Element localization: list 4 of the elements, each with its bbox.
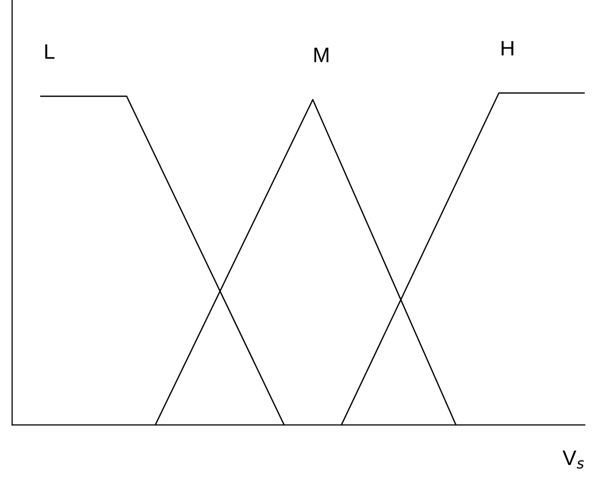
series-label: L <box>45 44 54 59</box>
x-axis-title: V$_{s}$ <box>562 450 584 469</box>
series-label: H <box>502 41 514 56</box>
series-label: M <box>314 48 328 62</box>
